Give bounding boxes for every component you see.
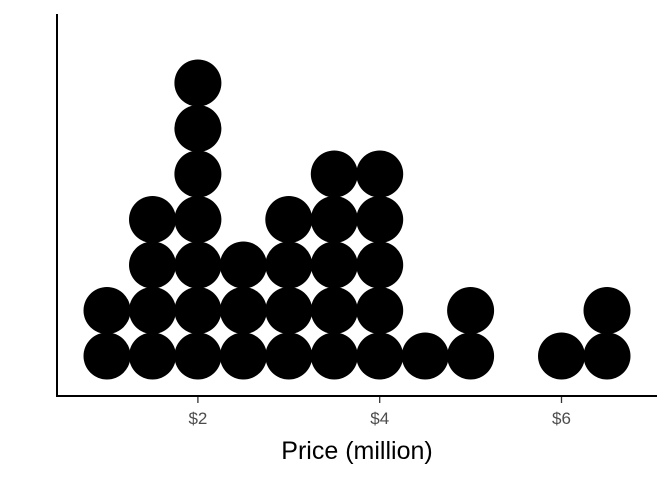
dot-2-3 [174, 241, 222, 289]
dot-1-2 [83, 287, 131, 334]
dot-5-2 [447, 287, 495, 334]
x-axis-title: Price (million) [281, 437, 432, 465]
dot-2-1 [174, 332, 222, 380]
dot-6-1 [538, 332, 585, 380]
dot-1.5-3 [129, 241, 176, 289]
dot-4-4 [356, 196, 404, 243]
dot-4-1 [356, 332, 404, 380]
dot-2-2 [174, 287, 222, 334]
dot-4-5 [356, 150, 404, 198]
dot-5-1 [447, 332, 495, 380]
dot-3.5-5 [310, 150, 358, 198]
dot-4-3 [356, 241, 404, 289]
x-tick-label: $4 [370, 409, 389, 428]
dot-3-3 [265, 241, 313, 289]
dot-6.5-2 [583, 287, 631, 334]
dot-4.5-1 [401, 332, 449, 380]
dot-2.5-1 [219, 332, 267, 380]
dot-3.5-4 [310, 196, 358, 243]
dot-3.5-1 [310, 332, 358, 380]
dot-3.5-3 [310, 241, 358, 289]
dot-2.5-3 [219, 241, 267, 289]
dot-1.5-2 [129, 287, 176, 334]
dot-4-2 [356, 287, 404, 334]
dot-3-4 [265, 196, 313, 243]
dot-6.5-1 [583, 332, 631, 380]
dot-2-4 [174, 196, 222, 243]
dot-3.5-2 [310, 287, 358, 334]
dot-2-5 [174, 150, 222, 198]
dot-1-1 [83, 332, 131, 380]
x-axis-ticks: $2 $4 $6 [188, 397, 571, 428]
dot-2-7 [174, 59, 222, 107]
x-tick-label: $2 [188, 409, 207, 428]
dots-layer [83, 59, 631, 380]
dot-3-2 [265, 287, 313, 334]
dot-1.5-4 [129, 196, 176, 243]
dot-2.5-2 [219, 287, 267, 334]
dot-1.5-1 [129, 332, 176, 380]
dot-2-6 [174, 105, 222, 152]
dot-3-1 [265, 332, 313, 380]
x-tick-label: $6 [552, 409, 571, 428]
